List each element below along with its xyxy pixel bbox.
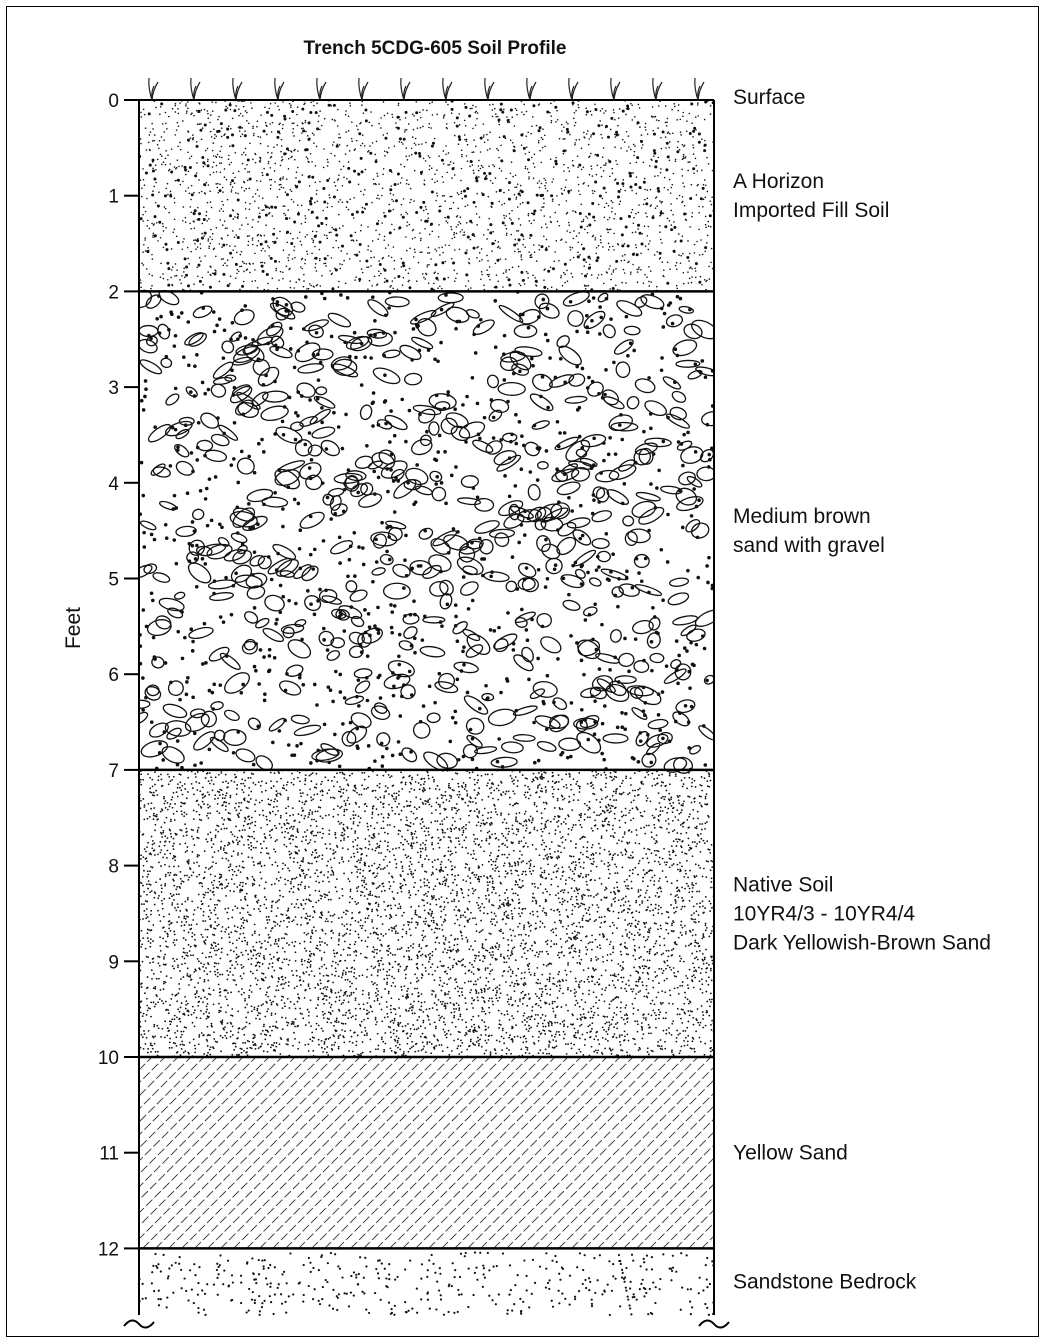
layer-label-line: A Horizon <box>733 170 824 193</box>
layer-label-1: A Horizon Imported Fill Soil <box>733 170 889 222</box>
layer-pattern-dense-dots <box>139 769 714 1058</box>
layer-label-line: Native Soil <box>733 873 833 896</box>
tick-label: 8 <box>108 857 119 878</box>
layer-label-line: Yellow Sand <box>733 1142 848 1165</box>
tick-label: 1 <box>108 187 119 208</box>
layer-label-2: Medium brown sand with gravel <box>733 505 885 557</box>
layer-label-3: Native Soil 10YR4/3 - 10YR4/4 Dark Yellowi… <box>733 873 991 954</box>
tick-label: 5 <box>108 570 119 591</box>
tick-label: 3 <box>108 378 119 399</box>
surface-label: Surface <box>733 86 805 109</box>
tick-label: 7 <box>108 761 119 782</box>
layer-label-line: Imported Fill Soil <box>733 199 889 222</box>
grass-icon <box>190 77 201 101</box>
tick-label: 11 <box>99 1144 119 1165</box>
layer-pattern-sparse-dots <box>139 1251 714 1317</box>
break-symbols <box>123 1319 730 1329</box>
column-outline <box>138 99 715 1315</box>
grass-icon <box>610 77 621 101</box>
grass-icon <box>232 77 243 101</box>
layer-patterns <box>139 100 714 1317</box>
layer-label-5: Sandstone Bedrock <box>733 1271 917 1294</box>
grass-icon <box>526 77 537 101</box>
layer-pattern-fine-dots <box>139 100 714 293</box>
tick-label: 6 <box>108 665 119 686</box>
axis-label-feet: Feet <box>62 607 85 649</box>
layer-label-line: 10YR4/3 - 10YR4/4 <box>733 902 915 925</box>
layer-boundaries <box>139 290 714 1250</box>
grass-icon <box>652 77 663 101</box>
grass-icon <box>148 77 159 101</box>
grass-icon <box>568 77 579 101</box>
tick-label: 2 <box>108 282 119 303</box>
layer-label-line: Medium brown <box>733 505 871 528</box>
tick-label: 10 <box>98 1048 119 1069</box>
grass-icon <box>442 77 453 101</box>
tick-label: 0 <box>108 91 119 112</box>
grass-icon <box>400 77 411 101</box>
layer-pattern-gravel <box>139 289 714 774</box>
layer-label-4: Yellow Sand <box>733 1142 848 1165</box>
surface-grass-icons <box>148 77 705 101</box>
grass-icon <box>316 77 327 101</box>
tick-label: 9 <box>108 952 119 973</box>
tick-label: 12 <box>98 1239 119 1260</box>
layer-labels: A Horizon Imported Fill Soil Medium brown s… <box>733 170 991 1294</box>
layer-pattern-diagonal <box>139 1056 714 1249</box>
diagram-title: Trench 5CDG-605 Soil Profile <box>304 38 567 59</box>
grass-icon <box>358 77 369 101</box>
grass-icon <box>274 77 285 101</box>
layer-label-line: Sandstone Bedrock <box>733 1271 917 1294</box>
layer-label-line: sand with gravel <box>733 534 885 557</box>
tick-label: 4 <box>108 474 119 495</box>
grass-icon <box>694 77 705 101</box>
layer-label-line: Dark Yellowish-Brown Sand <box>733 931 991 954</box>
grass-icon <box>484 77 495 101</box>
